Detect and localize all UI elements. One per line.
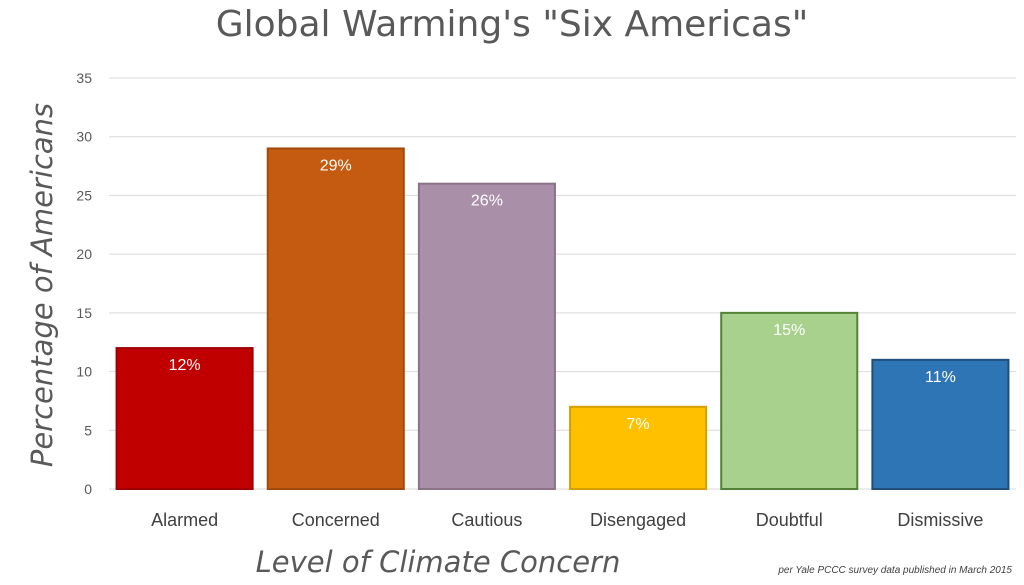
y-ticks: 0 5 10 15 20 25 30 35 bbox=[76, 70, 92, 497]
data-label: 12% bbox=[169, 357, 201, 374]
bar-cautious bbox=[417, 182, 556, 491]
data-label: 7% bbox=[627, 416, 650, 433]
x-category-label: Dismissive bbox=[897, 510, 983, 530]
y-tick-label: 20 bbox=[76, 246, 92, 262]
x-category-label: Disengaged bbox=[590, 510, 686, 530]
bars: 12% 29% 26% 7% 15% 11% bbox=[115, 147, 1010, 491]
x-categories: Alarmed Concerned Cautious Disengaged Doubtf… bbox=[151, 510, 983, 530]
x-axis-label: Level of Climate Concern bbox=[256, 545, 621, 579]
x-category-label: Concerned bbox=[292, 510, 380, 530]
chart-title: Global Warming's "Six Americas" bbox=[216, 4, 809, 45]
y-tick-label: 35 bbox=[76, 70, 92, 86]
gridlines bbox=[109, 77, 1016, 490]
x-category-label: Cautious bbox=[451, 510, 522, 530]
bar-doubtful bbox=[720, 311, 859, 490]
data-label: 15% bbox=[773, 322, 805, 339]
x-category-label: Doubtful bbox=[756, 510, 823, 530]
y-tick-label: 5 bbox=[84, 422, 92, 438]
y-tick-label: 10 bbox=[76, 364, 92, 380]
y-tick-label: 0 bbox=[84, 481, 92, 497]
data-label: 11% bbox=[925, 369, 956, 386]
bar-concerned bbox=[266, 147, 405, 490]
bar-alarmed bbox=[115, 347, 254, 491]
y-axis-label: Percentage of Americans bbox=[25, 103, 59, 467]
source-note: per Yale PCCC survey data published in M… bbox=[777, 565, 1012, 576]
y-tick-label: 25 bbox=[76, 187, 92, 203]
bar-dismissive bbox=[871, 358, 1010, 491]
y-tick-label: 30 bbox=[76, 129, 92, 145]
data-label: 26% bbox=[471, 193, 503, 210]
x-category-label: Alarmed bbox=[151, 510, 218, 530]
y-tick-label: 15 bbox=[76, 305, 92, 321]
bar-disengaged bbox=[569, 405, 708, 490]
data-label: 29% bbox=[320, 157, 352, 174]
